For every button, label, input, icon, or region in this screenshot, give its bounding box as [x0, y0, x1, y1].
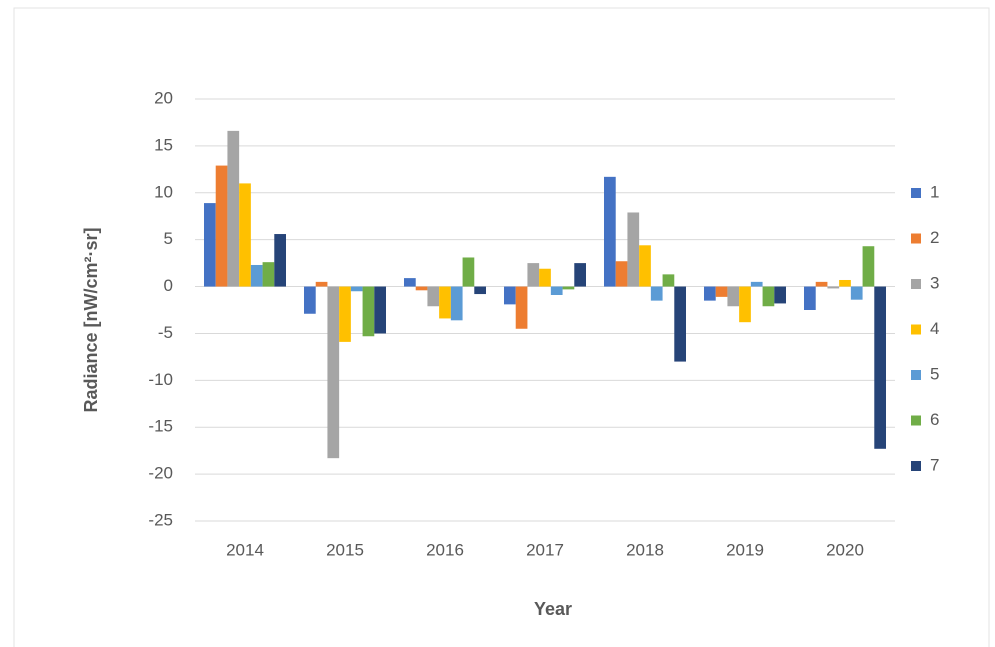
x-axis-label: Year [534, 599, 572, 619]
bar [327, 286, 340, 459]
legend-swatch [911, 370, 921, 380]
bar [462, 257, 475, 287]
legend-swatch [911, 324, 921, 335]
bar [415, 286, 428, 291]
bar [850, 286, 863, 300]
bar [674, 286, 686, 362]
frame [13, 7, 990, 647]
bar [250, 264, 263, 287]
bar [274, 234, 286, 287]
y-axis-label: Radiance [nW/cm²·sr] [81, 227, 101, 412]
bar [239, 183, 251, 287]
y-tick-label: 20 [154, 88, 173, 107]
bar [615, 261, 628, 287]
bar [404, 278, 416, 287]
bar [627, 212, 640, 287]
legend-swatch [911, 233, 921, 244]
x-tick-label: 2014 [226, 540, 264, 559]
bar [515, 286, 528, 329]
y-tick-label: -20 [148, 464, 173, 483]
bar [604, 176, 616, 287]
bar [715, 286, 728, 297]
bar [650, 286, 663, 301]
bar [874, 286, 886, 449]
bar [427, 286, 440, 307]
bar [362, 286, 375, 337]
legend-label: 4 [930, 319, 939, 338]
bar [227, 130, 240, 287]
x-tick-label: 2016 [426, 540, 464, 559]
bar [350, 286, 363, 292]
bar [550, 286, 563, 295]
legend-label: 5 [930, 364, 939, 383]
bar [574, 263, 586, 287]
legend-swatch [911, 415, 921, 426]
bar [339, 286, 351, 342]
legend-label: 6 [930, 410, 939, 429]
legend-swatch [911, 279, 921, 289]
bar [439, 286, 451, 319]
y-tick-label: 5 [164, 229, 173, 248]
y-tick-label: 10 [154, 182, 173, 201]
bar [304, 286, 316, 314]
legend-label: 1 [930, 182, 939, 201]
x-tick-label: 2018 [626, 540, 664, 559]
bar [315, 281, 328, 287]
bar [204, 203, 216, 287]
bar [450, 286, 463, 321]
bar [527, 263, 540, 287]
bar [562, 286, 575, 290]
bar [804, 286, 816, 310]
x-tick-label: 2017 [526, 540, 564, 559]
bar [474, 286, 486, 295]
x-tick-label: 2015 [326, 540, 364, 559]
bar [262, 262, 275, 287]
y-tick-label: -25 [148, 510, 173, 529]
bar [639, 245, 651, 287]
legend-swatch [911, 461, 921, 471]
y-tick-label: 0 [164, 276, 173, 295]
bar [750, 281, 763, 287]
bar [774, 286, 786, 304]
y-tick-label: -15 [148, 417, 173, 436]
x-tick-label: 2019 [726, 540, 764, 559]
bar [504, 286, 516, 305]
legend-swatch [911, 188, 921, 198]
y-tick-label: 15 [154, 135, 173, 154]
legend-label: 2 [930, 228, 939, 247]
y-tick-label: -10 [148, 370, 173, 389]
legend-label: 7 [930, 455, 939, 474]
bar [815, 281, 828, 287]
bar [662, 274, 675, 287]
bar [827, 286, 840, 289]
bar [374, 286, 386, 334]
x-tick-label: 2020 [826, 540, 864, 559]
bar [739, 286, 751, 323]
y-tick-label: -5 [158, 323, 173, 342]
bar [762, 286, 775, 307]
bar [862, 246, 875, 287]
bar [215, 165, 228, 287]
bar [727, 286, 740, 307]
bar [839, 279, 851, 287]
legend-label: 3 [930, 273, 939, 292]
bar [539, 268, 551, 287]
bar [704, 286, 716, 301]
